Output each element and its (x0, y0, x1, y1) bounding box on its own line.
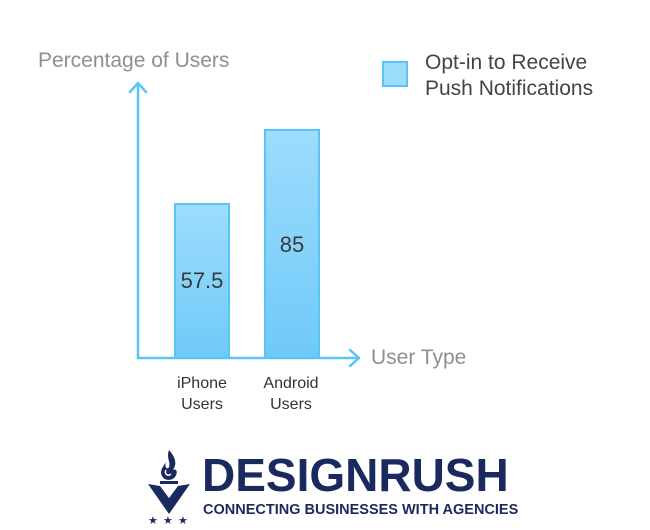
category-label-iphone: iPhone Users (157, 373, 247, 415)
bar-iphone-users: 57.5 (174, 203, 230, 359)
x-axis-title: User Type (371, 346, 467, 369)
y-axis-arrow-icon (128, 81, 148, 360)
x-axis-arrow-icon (136, 348, 361, 368)
category-label-line: Users (270, 396, 312, 413)
svg-text:★: ★ (148, 514, 158, 526)
category-label-android: Android Users (246, 373, 336, 415)
category-label-line: Android (263, 375, 319, 392)
brand-name: DESIGNRUSH (202, 449, 509, 501)
bar-value-label: 85 (279, 232, 305, 257)
category-label-line: iPhone (177, 375, 227, 392)
svg-text:★: ★ (178, 514, 188, 526)
legend-label: Opt-in to Receive Push Notifications (425, 50, 645, 102)
svg-text:★: ★ (163, 514, 173, 526)
legend-label-line2: Push Notifications (425, 77, 594, 100)
bar-android-users: 85 (264, 129, 320, 359)
y-axis-title: Percentage of Users (38, 49, 230, 72)
designrush-torch-icon: ★ ★ ★ (148, 450, 190, 526)
legend-label-line1: Opt-in to Receive (425, 51, 588, 74)
category-label-line: Users (181, 396, 223, 413)
brand-tagline: CONNECTING BUSINESSES WITH AGENCIES (203, 502, 519, 518)
bar-value-label: 57.5 (180, 268, 224, 293)
legend-swatch (382, 61, 408, 87)
